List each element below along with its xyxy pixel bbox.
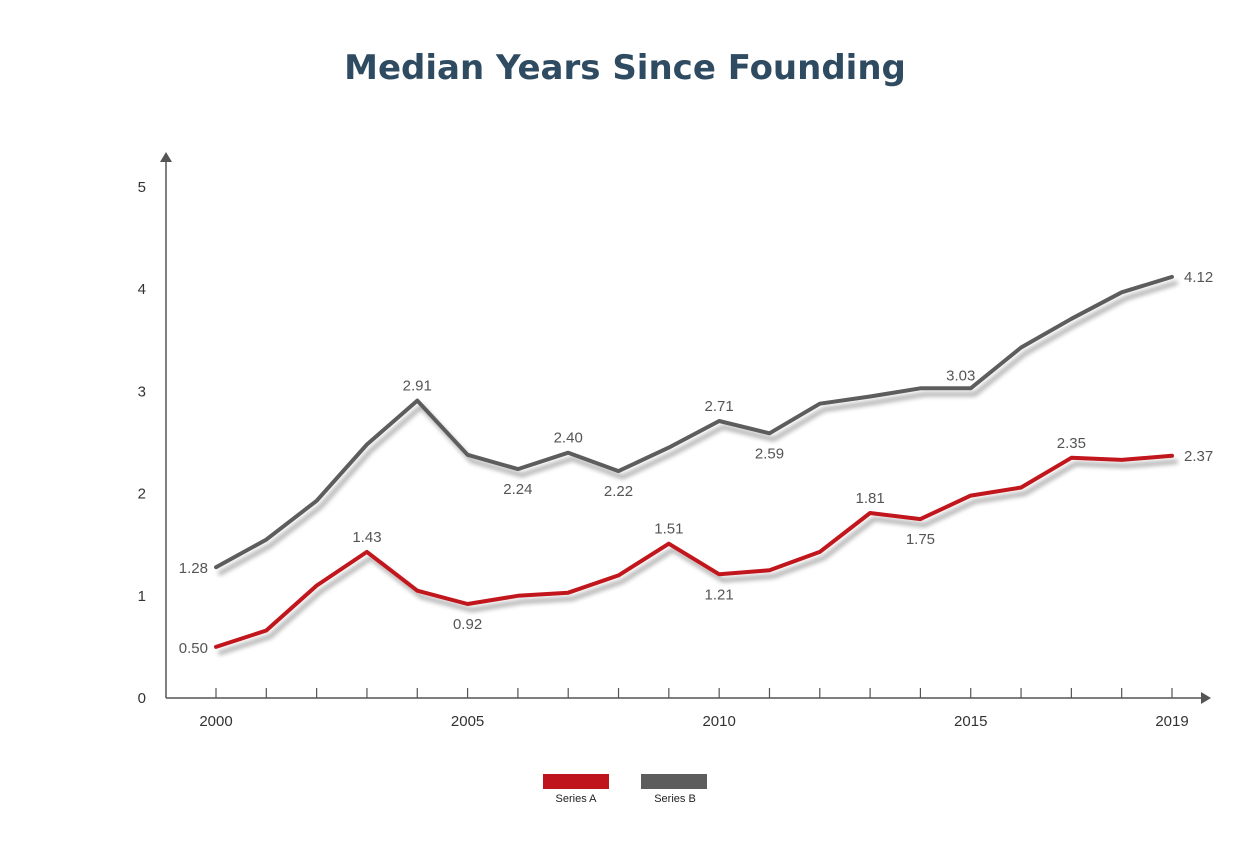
x-tick-label: 2015 xyxy=(954,713,987,730)
x-tick-label: 2000 xyxy=(199,713,232,730)
data-label: 0.92 xyxy=(453,616,482,633)
data-label: 2.71 xyxy=(705,398,734,415)
data-label: 1.81 xyxy=(856,490,885,507)
data-label: 2.91 xyxy=(403,378,432,395)
data-label: 2.59 xyxy=(755,445,784,462)
legend-label: Series A xyxy=(556,793,598,805)
data-label: 0.50 xyxy=(179,640,208,657)
legend-swatch xyxy=(641,774,707,789)
y-axis-arrow xyxy=(160,152,172,162)
data-label: 2.40 xyxy=(554,430,583,447)
y-tick-label: 3 xyxy=(138,383,146,400)
x-tick-label: 2005 xyxy=(451,713,484,730)
data-label: 1.21 xyxy=(705,586,734,603)
series-line-a xyxy=(214,453,1174,649)
y-tick-label: 2 xyxy=(138,486,146,503)
x-axis-arrow xyxy=(1201,692,1211,704)
chart-title: Median Years Since Founding xyxy=(344,48,906,88)
series-line-b xyxy=(214,274,1174,570)
data-labels: 0.50 1.43 0.92 1.51 1.21 1.81 1.75 2.35 2.37 1.28… xyxy=(179,269,1213,657)
y-tick-label: 4 xyxy=(138,281,146,298)
legend-swatch xyxy=(543,774,609,789)
y-tick-label: 1 xyxy=(138,588,146,605)
data-label: 1.43 xyxy=(352,529,381,546)
legend-label: Series B xyxy=(654,793,696,805)
data-label: 2.24 xyxy=(503,481,532,498)
data-label: 2.22 xyxy=(604,483,633,500)
axes: 2000 2005 2010 2015 2019 0 1 2 3 4 5 xyxy=(138,152,1211,730)
data-label: 1.28 xyxy=(179,560,208,577)
legend: Series A Series B xyxy=(543,774,707,805)
x-tick-label: 2019 xyxy=(1155,713,1188,730)
data-label: 1.51 xyxy=(654,521,683,538)
data-label: 4.12 xyxy=(1184,269,1213,286)
x-tick-label: 2010 xyxy=(702,713,735,730)
series-layer xyxy=(214,274,1174,649)
data-label: 2.37 xyxy=(1184,448,1213,465)
data-label: 3.03 xyxy=(946,367,975,384)
y-tick-label: 5 xyxy=(138,179,146,196)
data-label: 1.75 xyxy=(906,531,935,548)
y-tick-label: 0 xyxy=(138,690,146,707)
data-label: 2.35 xyxy=(1057,435,1086,452)
